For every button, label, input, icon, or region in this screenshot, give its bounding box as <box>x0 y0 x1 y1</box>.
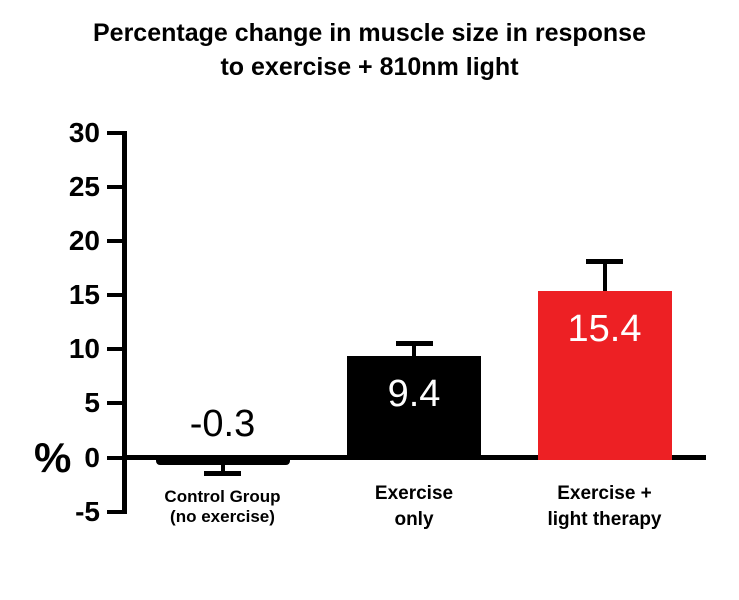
y-tick-label: 0 <box>84 441 100 473</box>
category-label: Control Group (no exercise) <box>133 487 313 527</box>
category-label-line: Exercise <box>374 483 454 504</box>
chart-title: Percentage change in muscle size in resp… <box>0 16 739 84</box>
error-bar-cap <box>395 341 433 347</box>
error-bar-cap <box>204 471 241 477</box>
chart-title-line-1: Percentage change in muscle size in resp… <box>93 19 646 47</box>
bar-value-label: -0.3 <box>189 402 256 445</box>
y-axis-unit-label: % <box>34 433 72 481</box>
category-label-line: only <box>394 509 434 530</box>
y-tick <box>107 238 122 243</box>
y-tick <box>107 184 122 189</box>
y-tick-label: 25 <box>68 170 100 202</box>
y-tick-label: 20 <box>68 224 100 256</box>
y-tick-label: -5 <box>75 495 100 527</box>
y-tick <box>107 130 122 135</box>
bar-exercise-light <box>537 290 672 460</box>
error-bar-whisker <box>220 460 225 474</box>
y-tick <box>107 293 122 298</box>
y-tick <box>107 455 122 460</box>
error-bar-cap <box>586 258 623 264</box>
y-tick-label: 10 <box>68 333 100 365</box>
category-label: Exercise + light therapy <box>515 481 695 533</box>
y-tick <box>107 347 122 352</box>
bar-exercise-only <box>347 355 481 460</box>
y-tick-label: 15 <box>68 279 100 311</box>
category-label-line: light therapy <box>547 509 662 530</box>
y-tick <box>107 509 122 514</box>
category-label: Exercise only <box>324 481 504 533</box>
y-tick-label: 5 <box>84 387 100 419</box>
category-label-line: Control Group <box>164 487 281 506</box>
category-label-line: (no exercise) <box>170 507 275 526</box>
y-tick <box>107 401 122 406</box>
chart-title-line-2: to exercise + 810nm light <box>220 53 519 81</box>
bar-value-label: 9.4 <box>387 372 441 415</box>
y-axis-line <box>122 130 127 515</box>
bar-control-group <box>155 455 290 465</box>
error-bar-whisker <box>412 343 416 358</box>
bar-value-label: 15.4 <box>567 307 642 350</box>
error-bar-whisker <box>602 261 607 293</box>
y-tick-label: 30 <box>68 116 100 148</box>
category-label-line: Exercise + <box>557 483 652 504</box>
